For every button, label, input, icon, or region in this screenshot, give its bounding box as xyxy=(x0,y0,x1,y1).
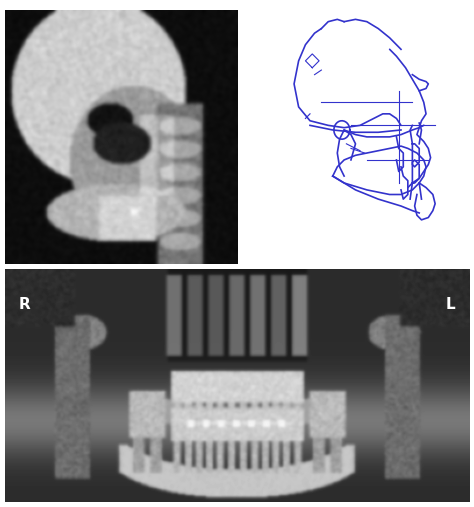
Text: R: R xyxy=(18,297,30,312)
Text: L: L xyxy=(446,297,456,312)
